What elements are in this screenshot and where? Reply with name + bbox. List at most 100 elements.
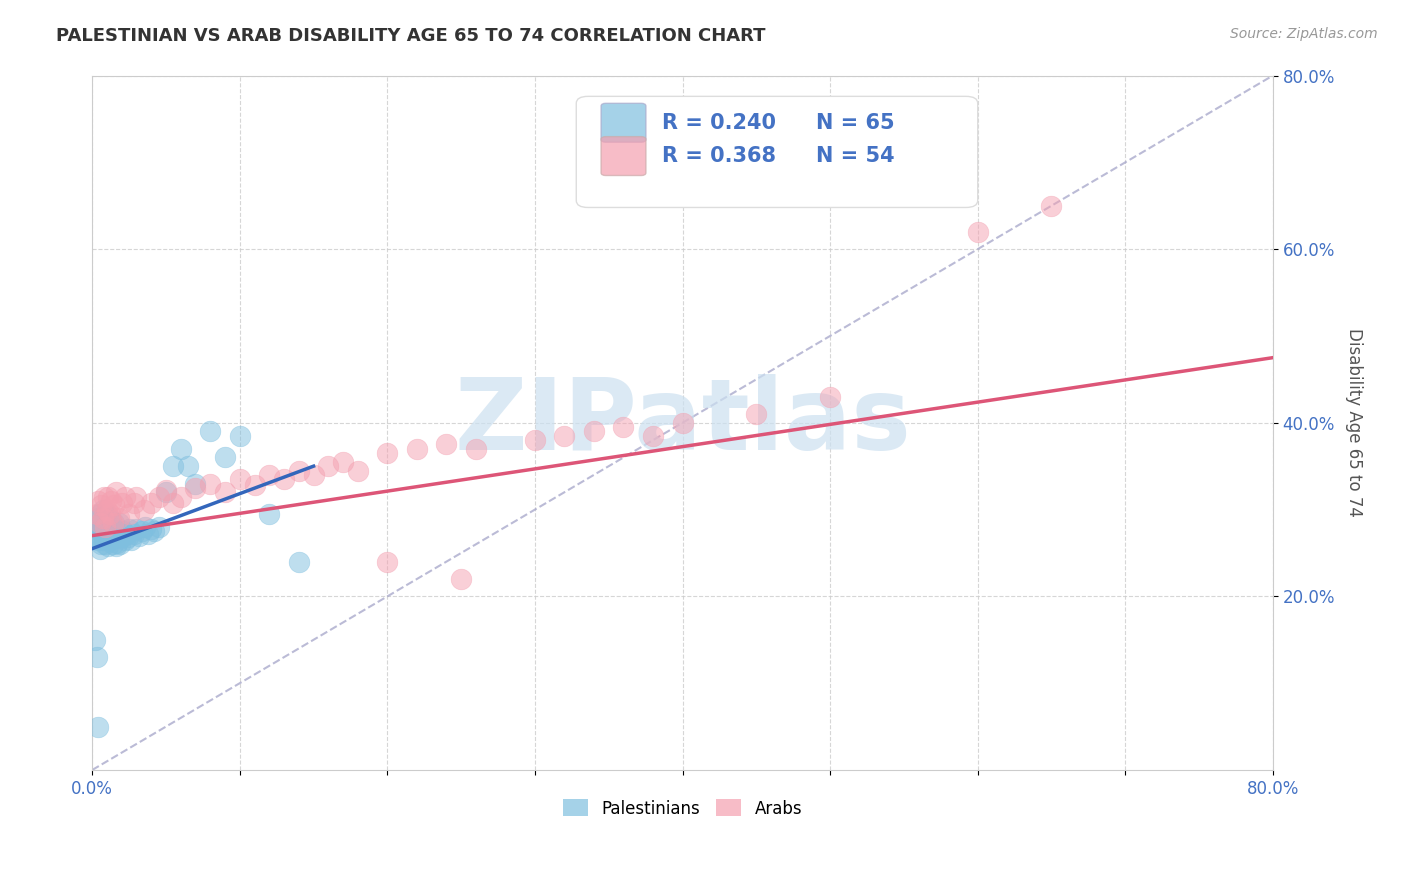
Point: [405, 442, 427, 456]
Point: [170, 442, 193, 456]
Point: [104, 485, 127, 500]
Point: [122, 527, 145, 541]
Point: [96, 528, 118, 542]
Point: [87, 533, 110, 547]
Point: [86, 520, 108, 534]
Point: [229, 472, 252, 486]
Point: [94, 537, 117, 551]
Point: [332, 455, 354, 469]
Legend: Palestinians, Arabs: Palestinians, Arabs: [555, 793, 808, 824]
Point: [118, 522, 141, 536]
Point: [110, 537, 132, 551]
Point: [115, 527, 138, 541]
Point: [671, 416, 693, 430]
Point: [243, 478, 266, 492]
Point: [118, 507, 141, 521]
Point: [112, 524, 135, 539]
Point: [612, 420, 634, 434]
Text: R = 0.240: R = 0.240: [662, 112, 776, 133]
Point: [318, 459, 340, 474]
Point: [98, 518, 121, 533]
Point: [128, 528, 150, 542]
Text: PALESTINIAN VS ARAB DISABILITY AGE 65 TO 74 CORRELATION CHART: PALESTINIAN VS ARAB DISABILITY AGE 65 TO…: [56, 27, 766, 45]
Point: [155, 485, 177, 500]
Point: [259, 507, 281, 521]
Point: [259, 467, 281, 482]
Point: [91, 528, 114, 542]
Point: [103, 498, 125, 512]
Point: [96, 507, 118, 521]
Point: [107, 528, 129, 542]
Point: [818, 390, 841, 404]
FancyBboxPatch shape: [576, 96, 977, 208]
Point: [84, 632, 107, 647]
Point: [103, 530, 125, 544]
Point: [200, 476, 222, 491]
Point: [214, 485, 236, 500]
Point: [89, 507, 111, 521]
Point: [98, 507, 121, 521]
Point: [117, 530, 139, 544]
Text: Source: ZipAtlas.com: Source: ZipAtlas.com: [1230, 27, 1378, 41]
Point: [134, 520, 156, 534]
Point: [93, 490, 115, 504]
Point: [184, 481, 207, 495]
Point: [229, 429, 252, 443]
Point: [434, 437, 457, 451]
Point: [302, 467, 325, 482]
Point: [141, 495, 163, 509]
Point: [97, 539, 120, 553]
Point: [450, 572, 472, 586]
Point: [641, 429, 664, 443]
Text: R = 0.368: R = 0.368: [662, 146, 776, 166]
Point: [93, 533, 115, 547]
Point: [1040, 199, 1063, 213]
Point: [155, 483, 177, 498]
Point: [273, 472, 295, 486]
Point: [120, 533, 142, 547]
Point: [101, 516, 124, 530]
Point: [91, 502, 114, 516]
Point: [104, 539, 127, 553]
Point: [89, 541, 111, 556]
Point: [98, 533, 121, 547]
Point: [87, 511, 110, 525]
Point: [91, 511, 114, 525]
FancyBboxPatch shape: [600, 103, 645, 142]
Point: [103, 516, 125, 530]
Point: [100, 513, 122, 527]
Point: [114, 533, 136, 547]
Point: [100, 528, 122, 542]
Point: [111, 495, 134, 509]
Point: [132, 502, 155, 516]
Point: [100, 494, 122, 508]
Point: [143, 524, 166, 539]
Point: [184, 476, 207, 491]
Point: [94, 516, 117, 530]
Point: [347, 463, 370, 477]
Point: [86, 650, 108, 665]
Point: [89, 524, 111, 539]
Point: [91, 520, 114, 534]
Point: [105, 535, 128, 549]
Point: [87, 720, 110, 734]
Y-axis label: Disability Age 65 to 74: Disability Age 65 to 74: [1346, 328, 1362, 517]
Point: [97, 490, 120, 504]
Point: [122, 495, 145, 509]
Point: [84, 528, 107, 542]
Point: [87, 494, 110, 508]
Point: [131, 524, 153, 539]
Point: [86, 507, 108, 521]
Point: [148, 520, 170, 534]
Point: [162, 459, 184, 474]
Point: [97, 524, 120, 539]
Point: [148, 490, 170, 504]
Point: [966, 225, 988, 239]
Point: [114, 490, 136, 504]
Point: [125, 490, 148, 504]
Point: [177, 459, 200, 474]
Point: [94, 520, 117, 534]
Point: [464, 442, 486, 456]
Point: [90, 516, 112, 530]
Point: [200, 425, 222, 439]
